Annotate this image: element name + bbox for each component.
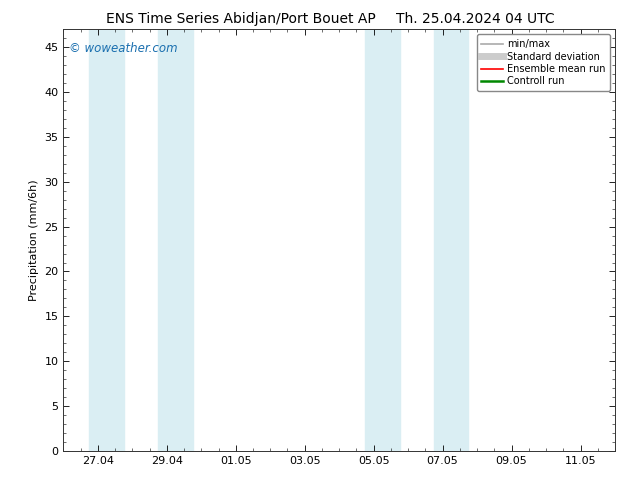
Bar — [434, 29, 469, 451]
Text: ENS Time Series Abidjan/Port Bouet AP: ENS Time Series Abidjan/Port Bouet AP — [106, 12, 376, 26]
Text: Th. 25.04.2024 04 UTC: Th. 25.04.2024 04 UTC — [396, 12, 555, 26]
Y-axis label: Precipitation (mm/6h): Precipitation (mm/6h) — [29, 179, 39, 301]
Legend: min/max, Standard deviation, Ensemble mean run, Controll run: min/max, Standard deviation, Ensemble me… — [477, 34, 610, 91]
Bar — [365, 29, 399, 451]
Text: © woweather.com: © woweather.com — [69, 42, 178, 55]
Bar — [89, 29, 124, 451]
Bar — [158, 29, 193, 451]
